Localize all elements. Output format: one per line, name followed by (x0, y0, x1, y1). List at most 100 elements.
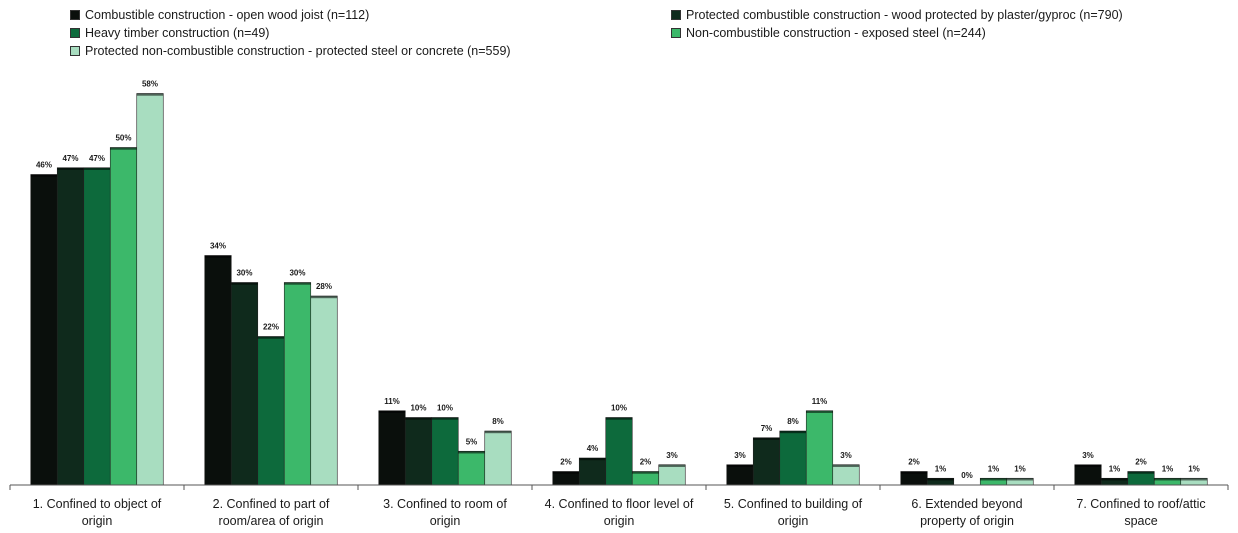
bar-top-edge (658, 464, 686, 467)
bar (230, 282, 259, 486)
x-tick-label: 7. Confined to roof/attic (1076, 497, 1205, 511)
bar-top-edge (57, 167, 84, 170)
legend-label-3: Non-combustible construction - exposed s… (686, 26, 986, 40)
data-label: 28% (316, 282, 332, 291)
data-label: 3% (734, 451, 746, 460)
bar (257, 336, 285, 486)
bar-top-edge (1006, 478, 1034, 481)
data-label: 22% (263, 323, 279, 332)
bar-top-edge (231, 282, 258, 285)
bar-top-edge (779, 431, 807, 434)
bar (56, 167, 85, 486)
data-label: 11% (384, 397, 400, 406)
bar-top-edge (458, 451, 485, 454)
bar-top-edge (1074, 464, 1102, 467)
data-label: 3% (1082, 451, 1094, 460)
legend-label-0: Combustible construction - open wood joi… (85, 8, 370, 22)
bar (204, 255, 232, 486)
bar (136, 93, 164, 486)
bar (404, 417, 433, 486)
legend-item-1: Protected combustible construction - woo… (671, 8, 1123, 22)
bar (431, 417, 459, 486)
x-tick-label: origin (82, 514, 113, 528)
x-tick-label: 3. Confined to room of (383, 497, 507, 511)
bar (832, 464, 860, 486)
data-label: 2% (908, 458, 920, 467)
bar-top-edge (806, 410, 833, 413)
bar-top-edge (980, 478, 1007, 481)
legend-item-2: Heavy timber construction (n=49) (70, 26, 269, 40)
bar-top-edge (726, 464, 754, 467)
bar-top-edge (632, 471, 659, 474)
data-label: 1% (1014, 464, 1026, 473)
data-label: 1% (1162, 464, 1174, 473)
legend-label-4: Protected non-combustible construction -… (85, 44, 511, 58)
x-tick-label: 2. Confined to part of (213, 497, 330, 511)
x-tick-label: 4. Confined to floor level of (545, 497, 694, 511)
data-label: 8% (492, 417, 504, 426)
x-tick-label: origin (778, 514, 809, 528)
x-tick-label: space (1124, 514, 1157, 528)
data-label: 3% (666, 451, 678, 460)
bar (752, 437, 781, 486)
data-label: 30% (289, 269, 305, 278)
bar-top-edge (753, 437, 780, 440)
bar-top-edge (378, 410, 406, 413)
legend-swatch-4 (70, 46, 80, 56)
bar-top-edge (431, 417, 459, 420)
legend-label-1: Protected combustible construction - woo… (686, 8, 1123, 22)
data-label: 2% (640, 458, 652, 467)
bar-top-edge (310, 296, 338, 299)
bar-top-edge (405, 417, 432, 420)
data-label: 0% (961, 471, 973, 480)
bar (726, 464, 754, 486)
data-label: 46% (36, 161, 52, 170)
data-label: 2% (560, 458, 572, 467)
bar-top-edge (579, 458, 606, 461)
legend-item-4: Protected non-combustible construction -… (70, 44, 511, 58)
bar (310, 295, 338, 486)
bar-top-edge (83, 167, 111, 170)
bar (83, 167, 111, 486)
bar (457, 450, 486, 486)
legend-item-0: Combustible construction - open wood joi… (70, 8, 369, 22)
bar-top-edge (900, 471, 928, 474)
bar (578, 457, 607, 486)
bar-top-edge (257, 336, 285, 339)
x-tick-label: 6. Extended beyond (911, 497, 1022, 511)
x-tick-label: room/area of origin (219, 514, 324, 528)
data-label: 8% (787, 417, 799, 426)
bar (378, 410, 406, 486)
legend-item-3: Non-combustible construction - exposed s… (671, 26, 986, 40)
data-label: 1% (1109, 464, 1121, 473)
data-label: 10% (611, 404, 627, 413)
bar-top-edge (552, 471, 580, 474)
bar (30, 174, 58, 486)
x-tick-label: 1. Confined to object of (33, 497, 162, 511)
data-label: 4% (587, 444, 599, 453)
data-label: 34% (210, 242, 226, 251)
bar (1074, 464, 1102, 486)
bar-top-edge (110, 147, 137, 150)
bar (283, 282, 312, 486)
data-label: 11% (812, 397, 828, 406)
bar-top-edge (605, 417, 633, 420)
data-label: 5% (466, 437, 478, 446)
bar-top-edge (484, 431, 512, 434)
bar (109, 147, 138, 486)
bar (805, 410, 834, 486)
bar-top-edge (832, 464, 860, 467)
bar-top-edge (284, 282, 311, 285)
bar (658, 464, 686, 486)
bar-top-edge (927, 478, 954, 481)
legend-swatch-3 (671, 28, 681, 38)
data-label: 1% (935, 464, 947, 473)
x-tick-label: property of origin (920, 514, 1014, 528)
bar-top-edge (204, 255, 232, 258)
x-tick-label: origin (430, 514, 461, 528)
bar-top-edge (136, 93, 164, 96)
data-label: 2% (1135, 458, 1147, 467)
bar-top-edge (1154, 478, 1181, 481)
bar (605, 417, 633, 486)
